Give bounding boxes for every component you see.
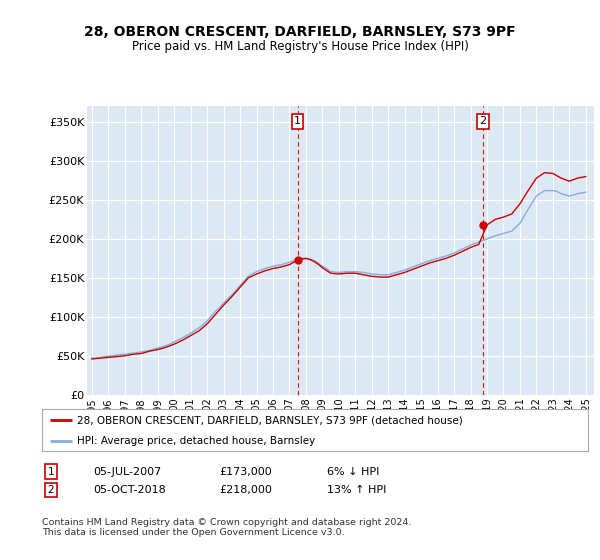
Text: £218,000: £218,000 [219, 485, 272, 495]
Text: 05-JUL-2007: 05-JUL-2007 [93, 466, 161, 477]
Text: £173,000: £173,000 [219, 466, 272, 477]
Text: 1: 1 [294, 116, 301, 127]
Text: 28, OBERON CRESCENT, DARFIELD, BARNSLEY, S73 9PF (detached house): 28, OBERON CRESCENT, DARFIELD, BARNSLEY,… [77, 415, 463, 425]
Text: 1: 1 [47, 466, 55, 477]
Text: 13% ↑ HPI: 13% ↑ HPI [327, 485, 386, 495]
Text: Contains HM Land Registry data © Crown copyright and database right 2024.
This d: Contains HM Land Registry data © Crown c… [42, 518, 412, 538]
Text: 05-OCT-2018: 05-OCT-2018 [93, 485, 166, 495]
Text: 6% ↓ HPI: 6% ↓ HPI [327, 466, 379, 477]
Text: 28, OBERON CRESCENT, DARFIELD, BARNSLEY, S73 9PF: 28, OBERON CRESCENT, DARFIELD, BARNSLEY,… [84, 25, 516, 39]
Text: HPI: Average price, detached house, Barnsley: HPI: Average price, detached house, Barn… [77, 436, 316, 446]
Text: Price paid vs. HM Land Registry's House Price Index (HPI): Price paid vs. HM Land Registry's House … [131, 40, 469, 53]
Text: 2: 2 [47, 485, 55, 495]
Text: 2: 2 [479, 116, 487, 127]
